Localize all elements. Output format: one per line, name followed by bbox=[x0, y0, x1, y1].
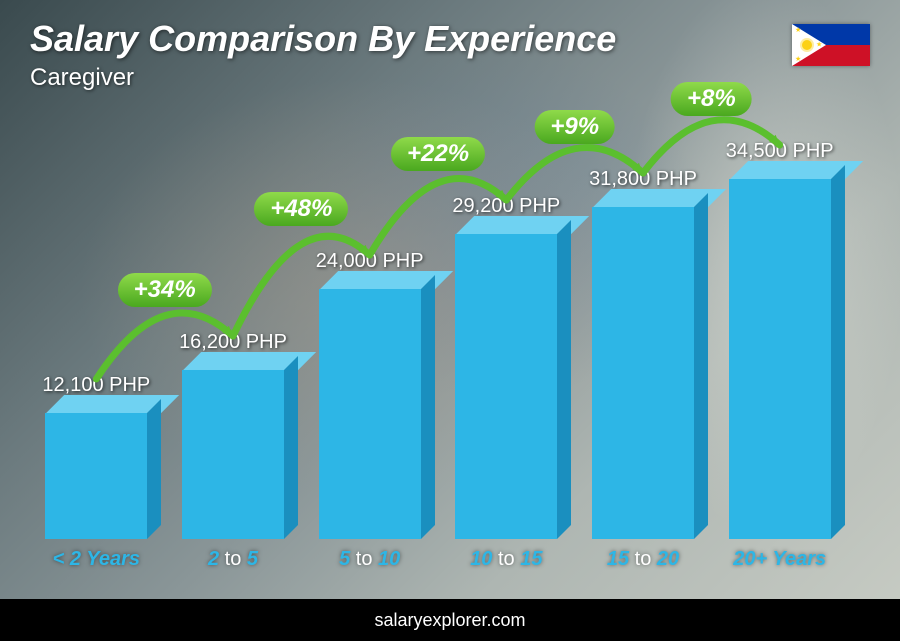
delta-badge: +34% bbox=[118, 273, 212, 307]
footer-credit: salaryexplorer.com bbox=[0, 599, 900, 641]
bar-value-label: 29,200 PHP bbox=[452, 195, 560, 218]
bar-value-label: 16,200 PHP bbox=[179, 331, 287, 354]
bar: 29,200 PHP10 to 15 bbox=[440, 120, 573, 539]
bar-value-label: 34,500 PHP bbox=[726, 140, 834, 163]
infographic-stage: Salary Comparison By Experience Caregive… bbox=[0, 0, 900, 641]
bar-value-label: 24,000 PHP bbox=[316, 250, 424, 273]
bars-container: 12,100 PHP< 2 Years16,200 PHP2 to 524,00… bbox=[30, 120, 846, 539]
delta-badge: +8% bbox=[671, 82, 752, 116]
bar: 12,100 PHP< 2 Years bbox=[30, 120, 163, 539]
bar-category-label: 20+ Years bbox=[687, 548, 873, 571]
bar: 31,800 PHP15 to 20 bbox=[577, 120, 710, 539]
bar: 16,200 PHP2 to 5 bbox=[167, 120, 300, 539]
header: Salary Comparison By Experience Caregive… bbox=[30, 18, 870, 92]
delta-badge: +9% bbox=[534, 110, 615, 144]
bar: 24,000 PHP5 to 10 bbox=[303, 120, 436, 539]
flag-icon: ★★★ bbox=[792, 24, 870, 66]
bar: 34,500 PHP20+ Years bbox=[713, 120, 846, 539]
bar-value-label: 12,100 PHP bbox=[42, 374, 150, 397]
bar-chart: 12,100 PHP< 2 Years16,200 PHP2 to 524,00… bbox=[30, 120, 846, 569]
page-title: Salary Comparison By Experience bbox=[30, 18, 870, 60]
delta-badge: +48% bbox=[254, 192, 348, 226]
delta-badge: +22% bbox=[391, 137, 485, 171]
bar-value-label: 31,800 PHP bbox=[589, 168, 697, 191]
